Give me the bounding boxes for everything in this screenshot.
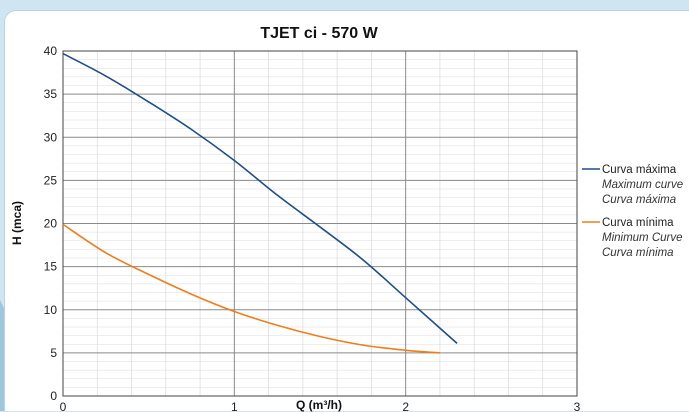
chart-title: TJET ci - 570 W bbox=[260, 25, 378, 42]
series-line-min bbox=[62, 223, 440, 354]
plot-area-border bbox=[62, 50, 578, 397]
x-axis-label: Q (m³/h) bbox=[296, 398, 342, 412]
series-layer bbox=[62, 52, 458, 354]
major-grid bbox=[63, 51, 577, 396]
y-tick-label: 10 bbox=[44, 303, 58, 317]
legend-item-min: Curva mínima Minimum Curve Curva mínima bbox=[582, 217, 683, 259]
x-tick-label: 2 bbox=[402, 400, 409, 412]
y-tick-label: 35 bbox=[44, 87, 58, 101]
y-tick-label: 40 bbox=[44, 44, 58, 58]
y-tick-label: 15 bbox=[44, 260, 58, 274]
y-tick-label: 30 bbox=[44, 130, 58, 144]
legend-subtitle-min-2: Curva mínima bbox=[602, 247, 674, 259]
x-tick-label: 3 bbox=[574, 400, 581, 412]
y-axis-label: H (mca) bbox=[10, 201, 24, 245]
legend-subtitle-min-1: Minimum Curve bbox=[602, 232, 683, 244]
y-tick-label: 0 bbox=[50, 389, 57, 403]
x-axis-ticks: 0 1 2 3 bbox=[60, 400, 581, 412]
y-axis-ticks: 0 5 10 15 20 25 30 35 40 bbox=[44, 44, 58, 403]
pump-curve-chart: TJET ci - 570 W 0 5 10 15 20 25 30 35 40 0 1 2 3 H … bbox=[10, 25, 683, 412]
y-tick-label: 20 bbox=[44, 217, 58, 231]
legend-label-min: Curva mínima bbox=[602, 217, 674, 229]
legend-item-max: Curva máxima Maximum curve Curva máxima bbox=[582, 164, 683, 206]
legend: Curva máxima Maximum curve Curva máxima … bbox=[582, 164, 683, 259]
y-tick-label: 25 bbox=[44, 173, 58, 187]
chart-panel: TJET ci - 570 W 0 5 10 15 20 25 30 35 40 0 1 2 3 H … bbox=[4, 10, 689, 412]
x-tick-label: 1 bbox=[231, 400, 238, 412]
legend-subtitle-max-2: Curva máxima bbox=[602, 194, 676, 206]
legend-subtitle-max-1: Maximum curve bbox=[602, 179, 683, 191]
series-line-max bbox=[62, 52, 458, 344]
x-tick-label: 0 bbox=[60, 400, 67, 412]
legend-label-max: Curva máxima bbox=[602, 164, 677, 176]
minor-grid bbox=[63, 51, 577, 396]
y-tick-label: 5 bbox=[50, 346, 57, 360]
